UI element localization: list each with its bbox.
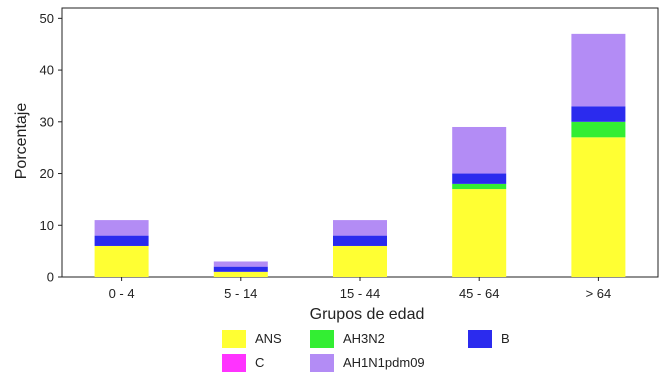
y-tick-label: 40 [40, 63, 54, 78]
x-tick-label: 45 - 64 [459, 286, 499, 301]
legend-swatch-ans [222, 330, 246, 348]
legend-label-c: C [255, 355, 264, 370]
legend-label-b: B [501, 331, 510, 346]
bar-ans-4 [452, 189, 507, 277]
x-axis-title: Grupos de edad [310, 306, 425, 323]
legend-swatch-ah1n1pdm09 [310, 354, 334, 372]
axes: 0 - 4 5 - 14 15 - 44 45 - 64 > 64 0 10 20 30 40 50 [40, 11, 612, 301]
y-tick-label: 50 [40, 11, 54, 26]
bar-ah1n1pdm09-1 [94, 220, 149, 236]
x-tick-label: 15 - 44 [340, 286, 380, 301]
x-tick-label: > 64 [586, 286, 612, 301]
bar-ans-3 [333, 245, 387, 277]
x-tick-label: 5 - 14 [224, 286, 257, 301]
bar-b-4 [452, 173, 507, 184]
bar-ah1n1pdm09-3 [333, 220, 387, 236]
bar-b-1 [94, 235, 149, 246]
legend-label-ah3n2: AH3N2 [343, 331, 385, 346]
bar-ans-1 [94, 245, 149, 277]
bar-ah1n1pdm09-5 [571, 33, 626, 107]
legend: ANS AH3N2 B C AH1N1pdm09 [222, 330, 510, 372]
bar-ans-5 [571, 137, 626, 277]
legend-swatch-ah3n2 [310, 330, 334, 348]
bar-ah1n1pdm09-2 [213, 261, 268, 267]
bar-ah3n2-5 [571, 121, 626, 138]
x-tick-label: 0 - 4 [109, 286, 135, 301]
bars [94, 33, 626, 277]
bar-b-5 [571, 106, 626, 122]
legend-label-ans: ANS [255, 331, 282, 346]
y-axis-title: Porcentaje [13, 103, 30, 180]
legend-swatch-c [222, 354, 246, 372]
y-tick-label: 20 [40, 166, 54, 181]
bar-b-2 [213, 266, 268, 272]
y-tick-label: 10 [40, 218, 54, 233]
bar-ah1n1pdm09-4 [452, 126, 507, 174]
legend-label-ah1n1pdm09: AH1N1pdm09 [343, 355, 425, 370]
legend-swatch-b [468, 330, 492, 348]
y-tick-label: 0 [47, 270, 54, 285]
bar-ah3n2-4 [452, 183, 507, 190]
bar-b-3 [333, 235, 387, 246]
y-tick-label: 30 [40, 114, 54, 129]
bar-ans-2 [213, 271, 268, 277]
